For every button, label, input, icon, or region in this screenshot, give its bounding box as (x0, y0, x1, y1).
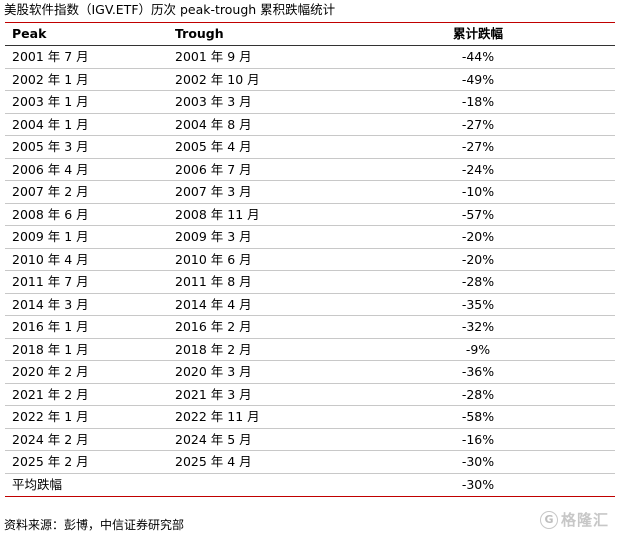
cell-drawdown: -57% (461, 206, 495, 222)
cell-trough: 2016 年 2 月 (175, 319, 252, 334)
table-row: 2010 年 4 月 2010 年 6 月 -20% (5, 249, 615, 271)
cell-drawdown: -24% (461, 161, 495, 177)
cell-trough: 2008 年 11 月 (175, 206, 260, 222)
header-peak: Peak (12, 26, 47, 41)
table-row: 2016 年 1 月 2016 年 2 月 -32% (5, 316, 615, 339)
table-row: 2011 年 7 月 2011 年 8 月 -28% (5, 271, 615, 294)
cell-drawdown: -10% (461, 184, 495, 199)
average-row: 平均跌幅 -30% (5, 474, 615, 497)
drawdown-table: Peak Trough 累计跌幅 2001 年 7 月 2001 年 9 月 -44… (5, 22, 615, 497)
cell-peak: 2005 年 3 月 (12, 139, 89, 154)
cell-drawdown: -28% (461, 386, 495, 402)
table-row: 2008 年 6 月 2008 年 11 月 -57% (5, 204, 615, 226)
cell-peak: 2014 年 3 月 (12, 296, 89, 312)
cell-peak: 2020 年 2 月 (12, 364, 89, 379)
table-row: 2006 年 4 月 2006 年 7 月 -24% (5, 159, 615, 181)
cell-peak: 2016 年 1 月 (12, 319, 89, 334)
watermark: G 格隆汇 (540, 509, 609, 530)
cell-peak: 2006 年 4 月 (12, 161, 89, 177)
cell-trough: 2004 年 8 月 (175, 116, 252, 132)
cell-drawdown: -36% (461, 364, 495, 379)
cell-drawdown: -30% (461, 454, 495, 469)
cell-peak: 2008 年 6 月 (12, 206, 89, 222)
cell-peak: 2018 年 1 月 (12, 341, 89, 357)
cell-trough: 2006 年 7 月 (175, 161, 252, 177)
cell-drawdown: -32% (461, 319, 495, 334)
header-rule (5, 45, 615, 46)
table-row: 2009 年 1 月 2009 年 3 月 -20% (5, 226, 615, 249)
table-row: 2014 年 3 月 2014 年 4 月 -35% (5, 294, 615, 316)
cell-trough: 2003 年 3 月 (175, 94, 252, 109)
header-drawdown: 累计跌幅 (452, 26, 503, 41)
cell-peak: 2003 年 1 月 (12, 94, 89, 109)
table-row: 2007 年 2 月 2007 年 3 月 -10% (5, 181, 615, 204)
cell-trough: 2007 年 3 月 (175, 184, 252, 199)
table-row: 2024 年 2 月 2024 年 5 月 -16% (5, 429, 615, 451)
cell-trough: 2018 年 2 月 (175, 341, 252, 357)
cell-drawdown: -18% (461, 94, 495, 109)
gelonghui-logo-icon: G (540, 510, 558, 529)
cell-trough: 2020 年 3 月 (175, 364, 252, 379)
table-row: 2025 年 2 月 2025 年 4 月 -30% (5, 451, 615, 474)
cell-trough: 2025 年 4 月 (175, 454, 252, 469)
table-header-row: Peak Trough 累计跌幅 (5, 23, 615, 45)
table-row: 2005 年 3 月 2005 年 4 月 -27% (5, 136, 615, 159)
table-row: 2002 年 1 月 2002 年 10 月 -49% (5, 69, 615, 91)
cell-drawdown: -58% (461, 409, 495, 424)
cell-drawdown: -27% (461, 139, 495, 154)
cell-drawdown: -16% (461, 431, 495, 447)
average-label: 平均跌幅 (12, 476, 63, 492)
table-body: 2001 年 7 月 2001 年 9 月 -44% 2002 年 1 月 2002 年… (5, 46, 615, 474)
cell-peak: 2002 年 1 月 (12, 71, 89, 87)
cell-trough: 2024 年 5 月 (175, 431, 252, 447)
cell-trough: 2002 年 10 月 (175, 71, 260, 87)
header-trough: Trough (175, 26, 224, 41)
table-row: 2004 年 1 月 2004 年 8 月 -27% (5, 114, 615, 136)
cell-drawdown: -20% (461, 251, 495, 267)
cell-peak: 2024 年 2 月 (12, 431, 89, 447)
cell-peak: 2021 年 2 月 (12, 386, 89, 402)
cell-trough: 2001 年 9 月 (175, 49, 252, 64)
table-top-rule (5, 22, 615, 23)
cell-peak: 2001 年 7 月 (12, 49, 89, 64)
table-row: 2003 年 1 月 2003 年 3 月 -18% (5, 91, 615, 114)
cell-trough: 2021 年 3 月 (175, 386, 252, 402)
cell-drawdown: -20% (461, 229, 495, 244)
cell-peak: 2010 年 4 月 (12, 251, 89, 267)
table-title: 美股软件指数（IGV.ETF）历次 peak-trough 累积跌幅统计 (4, 2, 336, 17)
cell-trough: 2014 年 4 月 (175, 296, 252, 312)
table-bottom-rule (5, 496, 615, 497)
table-row: 2018 年 1 月 2018 年 2 月 -9% (5, 339, 615, 361)
cell-drawdown: -27% (461, 116, 495, 132)
cell-peak: 2009 年 1 月 (12, 229, 89, 244)
cell-peak: 2011 年 7 月 (12, 274, 89, 289)
cell-peak: 2007 年 2 月 (12, 184, 89, 199)
cell-trough: 2005 年 4 月 (175, 139, 252, 154)
table-row: 2021 年 2 月 2021 年 3 月 -28% (5, 384, 615, 406)
cell-drawdown: -44% (461, 49, 495, 64)
table-row: 2022 年 1 月 2022 年 11 月 -58% (5, 406, 615, 429)
cell-drawdown: -35% (461, 296, 495, 312)
cell-peak: 2004 年 1 月 (12, 116, 89, 132)
cell-drawdown: -28% (461, 274, 495, 289)
cell-drawdown: -49% (461, 71, 495, 87)
table-row: 2001 年 7 月 2001 年 9 月 -44% (5, 46, 615, 69)
cell-drawdown: -9% (465, 341, 491, 357)
watermark-text: 格隆汇 (561, 511, 610, 529)
cell-trough: 2009 年 3 月 (175, 229, 252, 244)
cell-peak: 2022 年 1 月 (12, 409, 89, 424)
cell-trough: 2010 年 6 月 (175, 251, 252, 267)
table-row: 2020 年 2 月 2020 年 3 月 -36% (5, 361, 615, 384)
cell-peak: 2025 年 2 月 (12, 454, 89, 469)
cell-trough: 2011 年 8 月 (175, 274, 252, 289)
source-note: 资料来源：彭博，中信证券研究部 (4, 518, 185, 532)
average-drawdown: -30% (461, 476, 495, 492)
cell-trough: 2022 年 11 月 (175, 409, 260, 424)
